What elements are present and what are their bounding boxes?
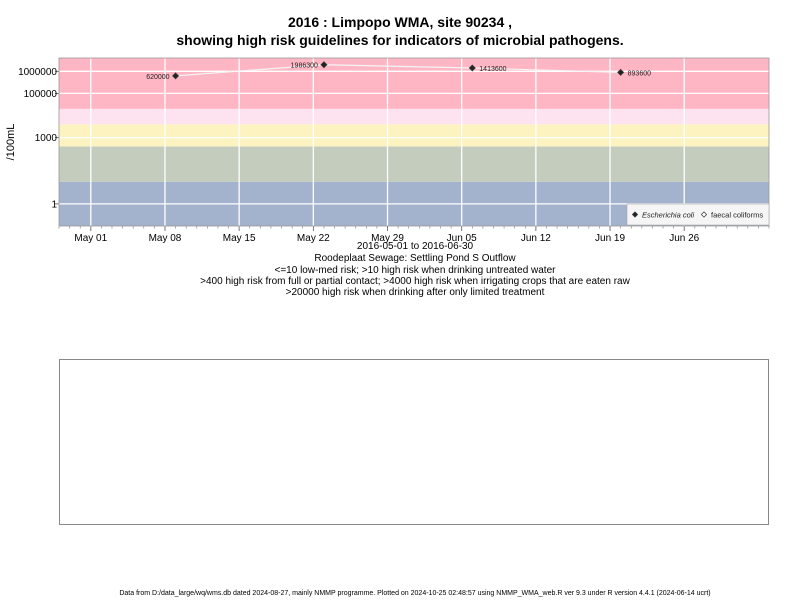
data-label: 893600 bbox=[628, 70, 651, 77]
data-label: 1413600 bbox=[479, 66, 506, 73]
data-point bbox=[617, 68, 625, 77]
x-tick-label: Jun 05 bbox=[447, 233, 477, 244]
chart-title-line-1: 2016 : Limpopo WMA, site 90234 , bbox=[287, 14, 513, 30]
y-axis-label: /100mL bbox=[5, 124, 17, 161]
site-name-caption: Roodeplaat Sewage: Settling Pond S Outfl… bbox=[314, 253, 516, 264]
legend-marker-0 bbox=[631, 211, 639, 218]
x-tick-label: May 29 bbox=[371, 233, 404, 244]
y-tick-label: 1 bbox=[51, 199, 57, 210]
x-tick-label: May 15 bbox=[223, 233, 256, 244]
risk-band-3 bbox=[59, 108, 769, 125]
data-point bbox=[171, 72, 180, 80]
legend-label-0: Escherichia coli bbox=[642, 211, 694, 220]
series-line-0 bbox=[175, 64, 621, 77]
x-tick-label: May 22 bbox=[297, 233, 330, 244]
footer-note: Data from D:/data_large/wq/wms.db dated … bbox=[119, 590, 711, 597]
date-range-caption: 2016-05-01 to 2016-06-30 bbox=[356, 241, 474, 252]
legend-label-1: faecal coliforms bbox=[711, 211, 763, 220]
x-tick-label: Jun 26 bbox=[669, 233, 699, 244]
data-label: 620000 bbox=[146, 74, 169, 81]
x-tick-label: Jun 12 bbox=[521, 233, 551, 244]
risk-guideline-1: <=10 low-med risk; >10 high risk when dr… bbox=[274, 265, 556, 276]
risk-guideline-3: >20000 high risk when drinking after onl… bbox=[285, 287, 545, 298]
gridlines bbox=[59, 58, 769, 226]
x-tick-label: May 08 bbox=[149, 233, 182, 244]
y-tick-label: 1000 bbox=[35, 133, 58, 144]
data-label: 1986300 bbox=[291, 63, 318, 70]
legend: Escherichia coli faecal coliforms bbox=[626, 203, 770, 226]
y-tick-label: 1000000 bbox=[18, 67, 57, 78]
data-point bbox=[468, 64, 476, 72]
risk-guideline-2: >400 high risk from full or partial cont… bbox=[200, 276, 630, 287]
data-series: 620000 1986300 1413600 893600 bbox=[146, 61, 651, 81]
chart-title-line-2: showing high risk guidelines for indicat… bbox=[176, 32, 624, 48]
y-tick-label: 100000 bbox=[24, 89, 58, 100]
x-tick-label: Jun 19 bbox=[595, 233, 625, 244]
legend-marker-1 bbox=[700, 211, 708, 218]
data-point bbox=[320, 61, 328, 69]
risk-band-2 bbox=[59, 124, 769, 147]
x-tick-label: May 01 bbox=[74, 233, 107, 244]
axes: May 01 May 08 May 15 May 22 May 29 Jun 05 Jun … bbox=[5, 57, 770, 244]
plot-frame bbox=[58, 57, 770, 227]
legend-box bbox=[626, 203, 770, 226]
empty-chart-panel bbox=[59, 359, 769, 525]
risk-band-1 bbox=[59, 146, 769, 182]
